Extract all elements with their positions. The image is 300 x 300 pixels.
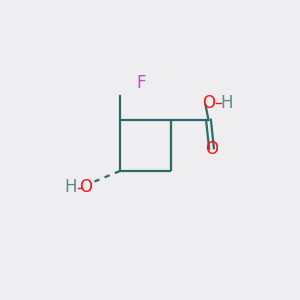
Text: H: H bbox=[220, 94, 233, 112]
Text: H: H bbox=[64, 178, 77, 196]
Text: O: O bbox=[79, 178, 92, 196]
Text: O: O bbox=[205, 140, 218, 158]
Text: O: O bbox=[202, 94, 215, 112]
Text: F: F bbox=[136, 74, 146, 92]
